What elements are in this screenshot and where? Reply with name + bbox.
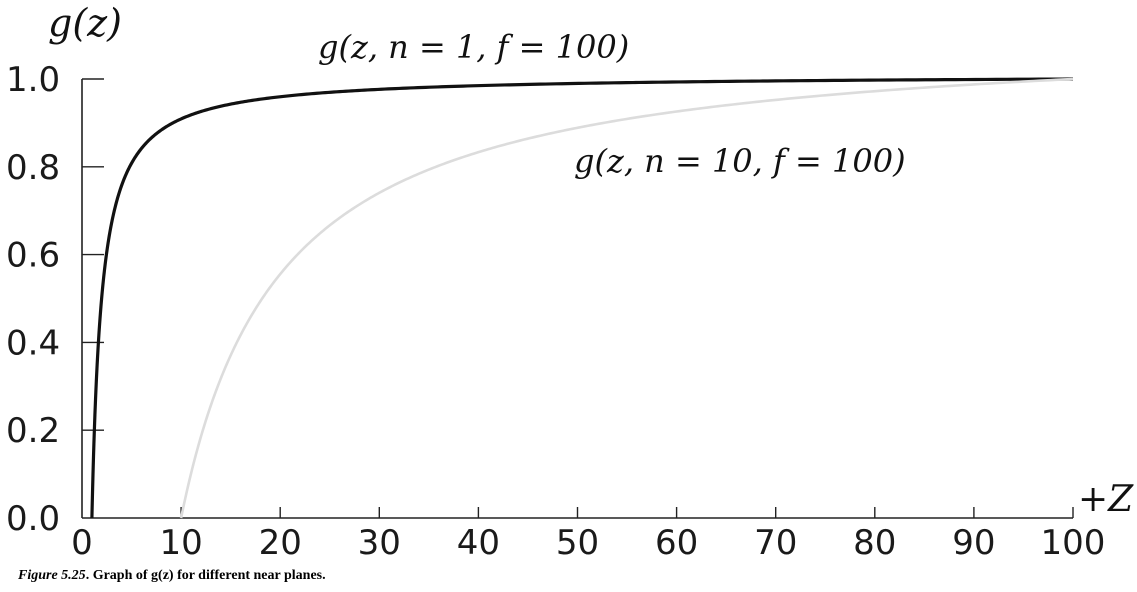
x-axis-label: +Z <box>1078 479 1134 520</box>
y-tick-group: 0.0 0.2 0.4 0.6 0.8 1.0 <box>6 60 104 539</box>
x-tick-label: 100 <box>1041 523 1106 563</box>
depth-function-chart: 0.0 0.2 0.4 0.6 0.8 1.0 0 10 20 30 40 50 60 70 80 90 10… <box>6 1 1134 563</box>
y-tick-label: 0.8 <box>6 148 60 188</box>
caption-figure-number: Figure 5.25 <box>18 568 86 583</box>
x-tick-group: 0 10 20 30 40 50 60 70 80 90 100 <box>71 507 1105 563</box>
figure-caption: Figure 5.25. Graph of g(z) for different… <box>18 568 326 584</box>
x-tick-label: 90 <box>952 523 995 563</box>
x-tick-label: 20 <box>259 523 302 563</box>
y-tick-label: 0.4 <box>6 323 60 363</box>
x-tick-label: 80 <box>853 523 896 563</box>
series-label-n1: g(z, n = 1, f = 100) <box>318 28 629 66</box>
x-tick-label: 0 <box>71 523 93 563</box>
y-axis-label: g(z) <box>48 1 122 45</box>
series-label-n10: g(z, n = 10, f = 100) <box>574 142 906 180</box>
y-tick-label: 0.0 <box>6 499 60 539</box>
caption-text: . Graph of g(z) for different near plane… <box>85 568 326 583</box>
y-tick-label: 0.6 <box>6 236 60 276</box>
x-tick-label: 10 <box>159 523 202 563</box>
x-tick-label: 70 <box>754 523 797 563</box>
series-line-n10 <box>179 77 1074 519</box>
y-tick-label: 1.0 <box>6 60 60 100</box>
x-tick-label: 50 <box>556 523 599 563</box>
y-tick-label: 0.2 <box>6 411 60 451</box>
series-line-n1 <box>90 77 1074 519</box>
series-group <box>90 77 1074 519</box>
x-tick-label: 30 <box>358 523 401 563</box>
x-tick-label: 40 <box>457 523 500 563</box>
x-tick-label: 60 <box>655 523 698 563</box>
